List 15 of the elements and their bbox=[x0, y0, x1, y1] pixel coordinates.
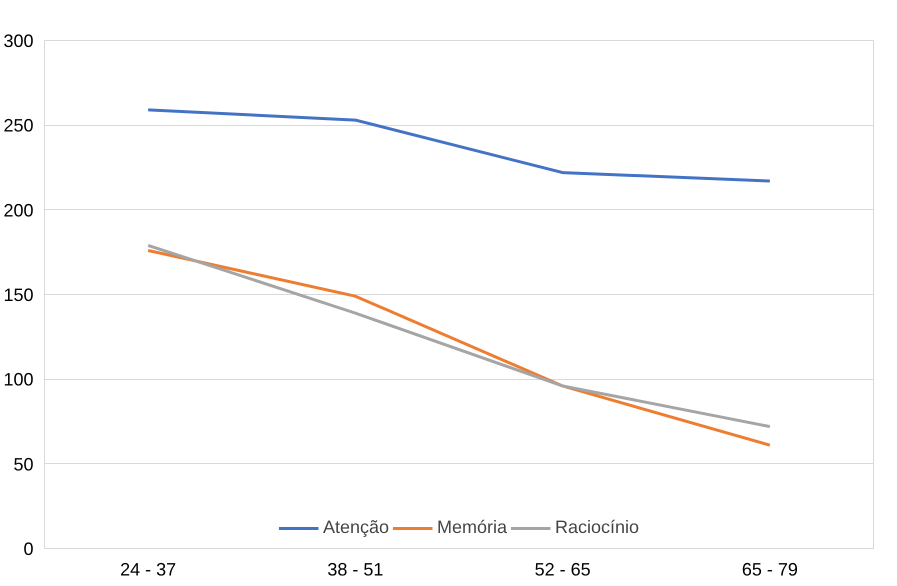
y-tick-label: 200 bbox=[3, 200, 34, 220]
y-tick-label: 0 bbox=[23, 539, 34, 559]
x-tick-label: 38 - 51 bbox=[327, 560, 384, 580]
x-tick-label: 24 - 37 bbox=[120, 560, 176, 580]
y-tick-label: 100 bbox=[3, 370, 34, 390]
y-tick-label: 300 bbox=[3, 31, 34, 51]
x-tick-label: 65 - 79 bbox=[742, 560, 798, 580]
legend-label: Atenção bbox=[322, 517, 389, 538]
y-tick-label: 50 bbox=[13, 454, 34, 474]
y-tick-label: 150 bbox=[3, 285, 34, 305]
y-tick-label: 250 bbox=[3, 116, 34, 136]
legend-label: Memória bbox=[437, 517, 508, 538]
legend-label: Raciocínio bbox=[555, 517, 640, 538]
x-tick-label: 52 - 65 bbox=[534, 560, 591, 580]
line-series bbox=[146, 108, 772, 183]
